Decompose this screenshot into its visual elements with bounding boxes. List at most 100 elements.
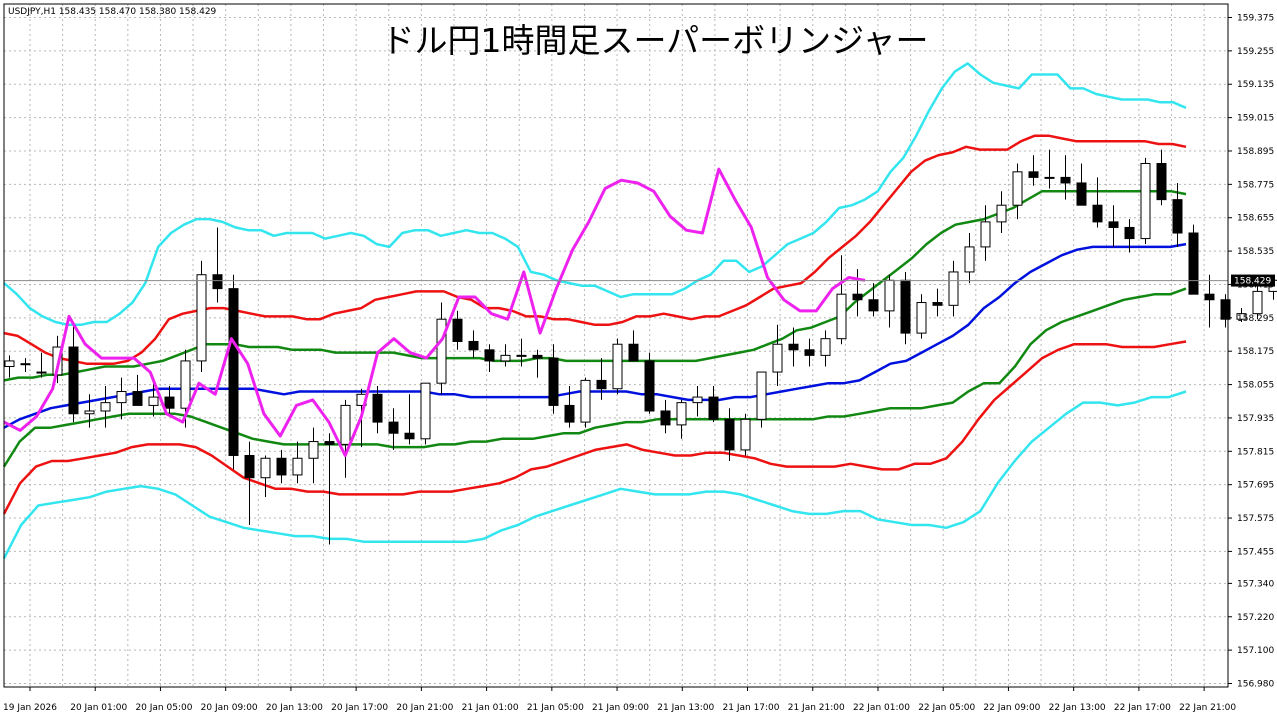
x-tick-label: 21 Jan 01:00 — [462, 703, 519, 713]
x-tick-label: 21 Jan 13:00 — [657, 703, 714, 713]
current-price-label: 158.429 — [1234, 277, 1271, 287]
candle — [484, 344, 495, 373]
x-tick-label: 20 Jan 17:00 — [331, 703, 388, 713]
y-tick-label: 157.575 — [1237, 514, 1274, 524]
candlesticks — [4, 149, 1277, 545]
candle — [1044, 149, 1055, 189]
y-tick-label: 158.295 — [1237, 314, 1274, 324]
candle — [1140, 157, 1151, 245]
candle — [228, 274, 239, 470]
candle — [932, 288, 943, 317]
candle — [532, 349, 543, 378]
candle — [548, 344, 559, 414]
symbol-info: USDJPY,H1 158.435 158.470 158.380 158.42… — [8, 7, 217, 17]
x-tick-label: 20 Jan 09:00 — [201, 703, 258, 713]
x-tick-label: 20 Jan 21:00 — [396, 703, 453, 713]
band-minus3 — [2, 390, 1187, 559]
candle — [212, 227, 223, 303]
y-tick-label: 158.055 — [1237, 381, 1274, 391]
x-tick-label: 21 Jan 05:00 — [527, 703, 584, 713]
chikou-span — [3, 167, 866, 457]
candle — [308, 427, 319, 484]
x-tick-label: 22 Jan 09:00 — [983, 703, 1040, 713]
y-tick-label: 157.340 — [1237, 579, 1274, 589]
candle — [1076, 163, 1087, 206]
y-tick-label: 159.135 — [1237, 80, 1274, 90]
y-tick-label: 156.980 — [1237, 680, 1274, 690]
candle — [1172, 182, 1183, 247]
candle — [692, 385, 703, 417]
candle — [100, 385, 111, 428]
candle — [580, 377, 591, 428]
candle — [1108, 205, 1119, 247]
candle — [1236, 308, 1247, 322]
candle — [916, 294, 927, 339]
y-tick-label: 157.695 — [1237, 481, 1274, 491]
y-tick-label: 158.895 — [1237, 147, 1274, 157]
x-tick-label: 22 Jan 21:00 — [1179, 703, 1236, 713]
candle — [132, 374, 143, 406]
candle — [900, 271, 911, 345]
candle — [20, 358, 31, 373]
x-tick-label: 20 Jan 13:00 — [266, 703, 323, 713]
candle — [740, 413, 751, 456]
candle — [116, 377, 127, 420]
y-tick-label: 157.100 — [1237, 646, 1274, 656]
candle — [4, 355, 15, 378]
candle — [708, 385, 719, 423]
y-tick-label: 158.175 — [1237, 347, 1274, 357]
candle — [1012, 163, 1023, 220]
candle — [1220, 294, 1231, 328]
candle — [260, 455, 271, 498]
candle — [452, 310, 463, 350]
candle — [84, 394, 95, 428]
candle — [324, 433, 335, 545]
candle — [868, 283, 879, 317]
y-tick-label: 157.220 — [1237, 613, 1274, 623]
candle — [388, 408, 399, 450]
y-tick-label: 159.375 — [1237, 14, 1274, 24]
x-tick-label: 20 Jan 05:00 — [135, 703, 192, 713]
candle — [500, 344, 511, 367]
candle — [1204, 274, 1215, 328]
y-tick-label: 158.535 — [1237, 247, 1274, 257]
x-tick-label: 22 Jan 17:00 — [1114, 703, 1171, 713]
candle — [1156, 149, 1167, 206]
candle — [1124, 219, 1135, 253]
x-tick-label: 22 Jan 05:00 — [918, 703, 975, 713]
chart-title: ドル円1時間足スーパーボリンジャー — [381, 21, 928, 60]
x-tick-label: 20 Jan 01:00 — [70, 703, 127, 713]
candle — [644, 352, 655, 414]
candle — [292, 441, 303, 484]
candle — [660, 399, 671, 434]
candle — [68, 324, 79, 423]
chikou-line — [3, 167, 866, 457]
candle — [196, 260, 207, 373]
candle — [836, 255, 847, 345]
candle — [468, 330, 479, 359]
candle — [852, 269, 863, 317]
band-minus2 — [2, 340, 1187, 515]
candle — [564, 385, 575, 428]
candle — [1092, 177, 1103, 228]
candle — [724, 408, 735, 462]
plot-frame — [3, 3, 1229, 688]
band-plus3 — [3, 62, 1187, 327]
candle — [772, 324, 783, 386]
x-tick-label: 21 Jan 17:00 — [723, 703, 780, 713]
candle — [516, 338, 527, 367]
candle — [612, 338, 623, 395]
candle — [676, 399, 687, 439]
candle — [1188, 224, 1199, 295]
y-tick-label: 157.935 — [1237, 414, 1274, 424]
band-mid — [3, 242, 1187, 429]
candle — [276, 449, 287, 484]
candle — [804, 338, 815, 367]
candle — [36, 352, 47, 378]
candle — [996, 191, 1007, 234]
candle — [820, 330, 831, 367]
candle — [756, 371, 767, 428]
y-tick-label: 157.815 — [1237, 447, 1274, 457]
x-tick-label: 22 Jan 13:00 — [1049, 703, 1106, 713]
candle — [964, 233, 975, 284]
